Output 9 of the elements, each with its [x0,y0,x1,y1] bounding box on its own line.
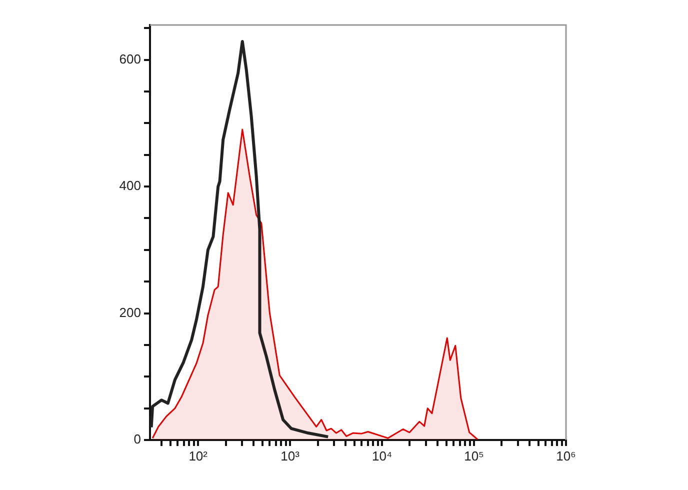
x-tick-label: 10² [188,448,208,464]
y-tick-label: 600 [119,51,141,66]
y-tick-label: 200 [119,304,141,320]
x-tick-label: 10⁴ [372,448,392,464]
x-tick-label: 10⁵ [464,448,484,464]
y-tick-label: 0 [134,432,141,447]
x-tick-label: 10³ [280,448,300,464]
y-tick-label: 400 [119,178,141,194]
x-tick-label: 10⁶ [556,448,576,464]
